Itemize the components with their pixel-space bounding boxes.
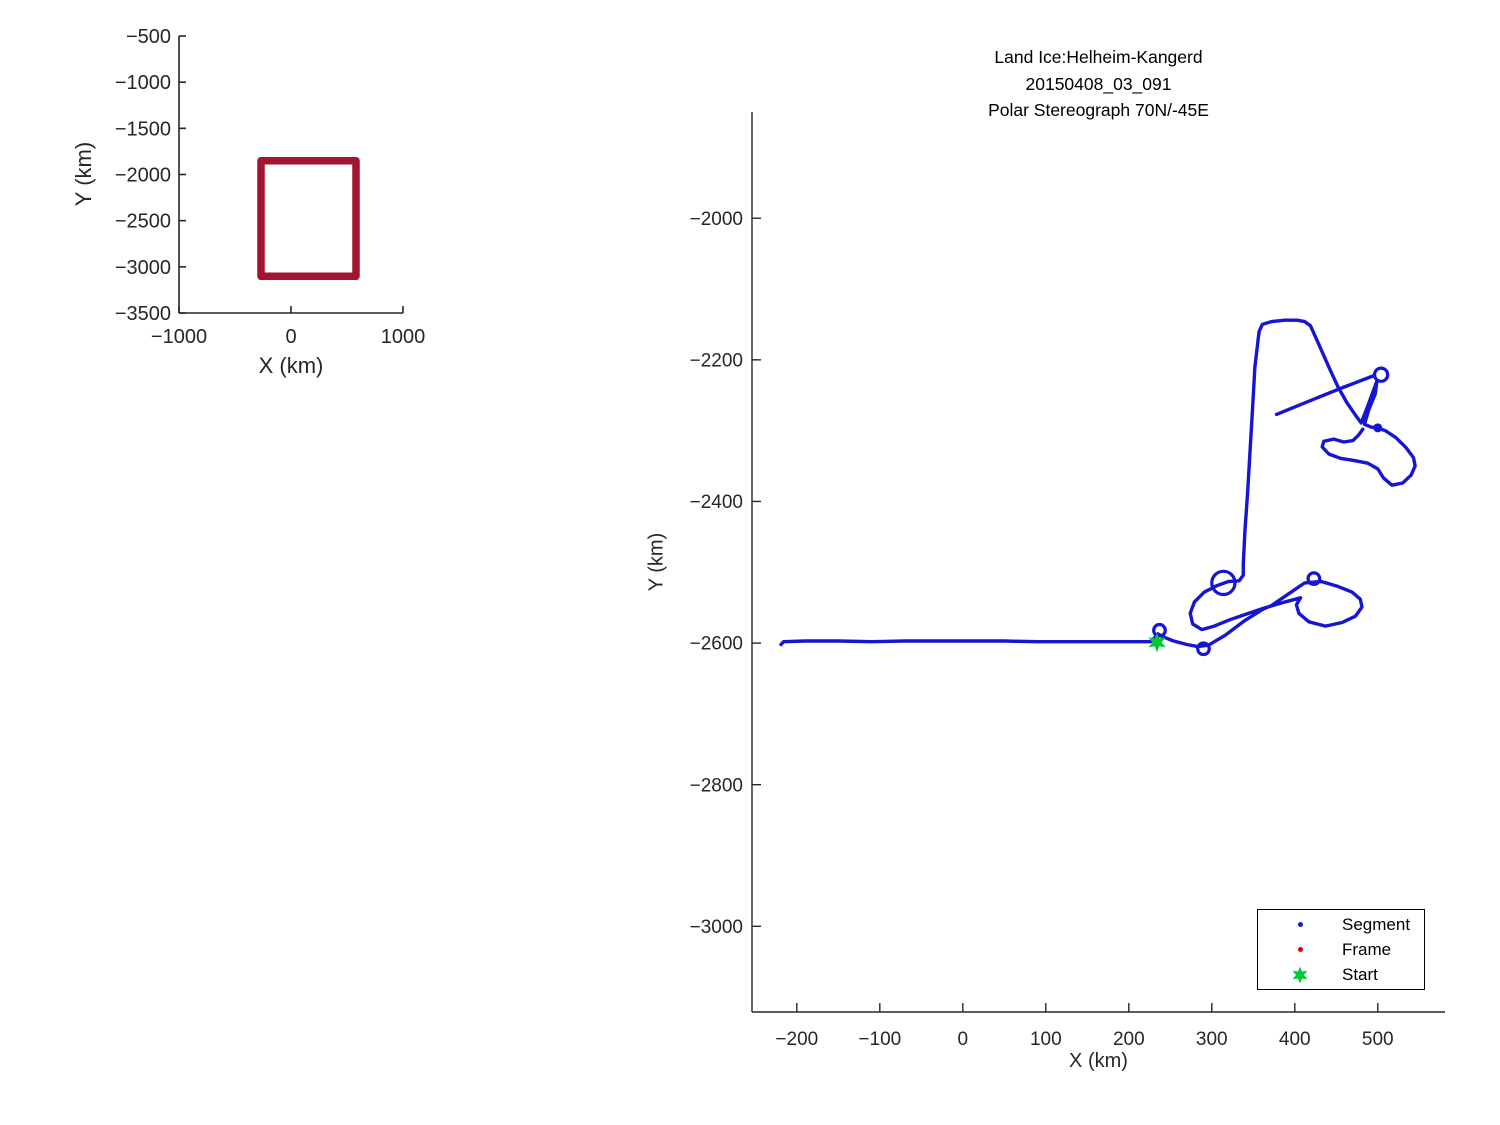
x-tick-label: 0 [285, 326, 296, 348]
legend-hexagram-shape [1292, 966, 1308, 983]
x-tick-label: 200 [1113, 1029, 1145, 1050]
overview-x-axis-label: X (km) [258, 353, 324, 378]
x-tick-label: −200 [775, 1029, 818, 1050]
eyelet-near-start-lower [1196, 641, 1211, 657]
y-tick-label: −3500 [115, 303, 171, 325]
y-tick-label: −500 [126, 26, 171, 48]
overview-axes: −1000 0 1000 −500 −1000 −1500 −2000 −2500 −3000 −… [115, 26, 425, 348]
track-knot [1373, 423, 1383, 433]
main-plot [779, 318, 1417, 657]
legend: Segment Frame Start [1257, 909, 1425, 990]
y-tick-label: −2000 [690, 209, 743, 230]
x-tick-label: 500 [1362, 1029, 1394, 1050]
start-marker-icon [1258, 966, 1342, 984]
y-tick-label: −2600 [690, 634, 743, 655]
main-x-axis-label: X (km) [1069, 1050, 1128, 1072]
x-tick-label: 1000 [381, 326, 426, 348]
x-tick-label: 0 [958, 1029, 969, 1050]
y-tick-label: −2400 [690, 492, 743, 513]
start-marker [1148, 632, 1166, 653]
y-tick-label: −2000 [115, 165, 171, 187]
cluster-top-loop [1210, 569, 1237, 597]
y-tick-label: −2200 [690, 350, 743, 371]
segment-crossing-line [1274, 373, 1377, 417]
legend-label-segment: Segment [1342, 914, 1411, 934]
legend-row-start: Start [1258, 962, 1424, 987]
eyelet-cluster-right [1306, 571, 1322, 587]
eyelet-north [1372, 366, 1390, 383]
y-tick-label: −3000 [690, 917, 743, 938]
y-tick-label: −1000 [115, 72, 171, 94]
y-tick-label: −1500 [115, 118, 171, 140]
legend-row-frame: Frame [1258, 937, 1424, 962]
title-line-1: Land Ice:Helheim-Kangerd [994, 47, 1203, 67]
x-tick-label: −100 [858, 1029, 901, 1050]
legend-row-segment: Segment [1258, 912, 1424, 937]
x-tick-label: 300 [1196, 1029, 1228, 1050]
legend-label-start: Start [1342, 964, 1378, 984]
overview-coverage-rect [257, 156, 360, 281]
main-chart-title: Land Ice:Helheim-Kangerd 20150408_03_091… [752, 44, 1445, 124]
segment-marker-icon [1258, 922, 1342, 927]
overview-plot [257, 156, 360, 281]
eyelet-near-start-upper [1152, 622, 1167, 638]
x-tick-label: 100 [1030, 1029, 1062, 1050]
x-tick-label: 400 [1279, 1029, 1311, 1050]
title-line-2: 20150408_03_091 [1025, 73, 1172, 94]
y-tick-label: −2800 [690, 775, 743, 796]
frame-marker-icon [1258, 947, 1342, 952]
main-y-axis-label: Y (km) [645, 532, 668, 592]
overview-y-axis-label: Y (km) [71, 141, 96, 207]
y-tick-label: −2500 [115, 211, 171, 233]
legend-label-frame: Frame [1342, 939, 1392, 959]
title-line-3: Polar Stereograph 70N/-45E [988, 100, 1209, 120]
segment-track [779, 318, 1417, 649]
y-tick-label: −3000 [115, 257, 171, 279]
main-axes: −200 −100 0 100 200 300 400 500 −2000 −2200 −2400 −… [690, 112, 1445, 1050]
x-tick-label: −1000 [151, 326, 207, 348]
